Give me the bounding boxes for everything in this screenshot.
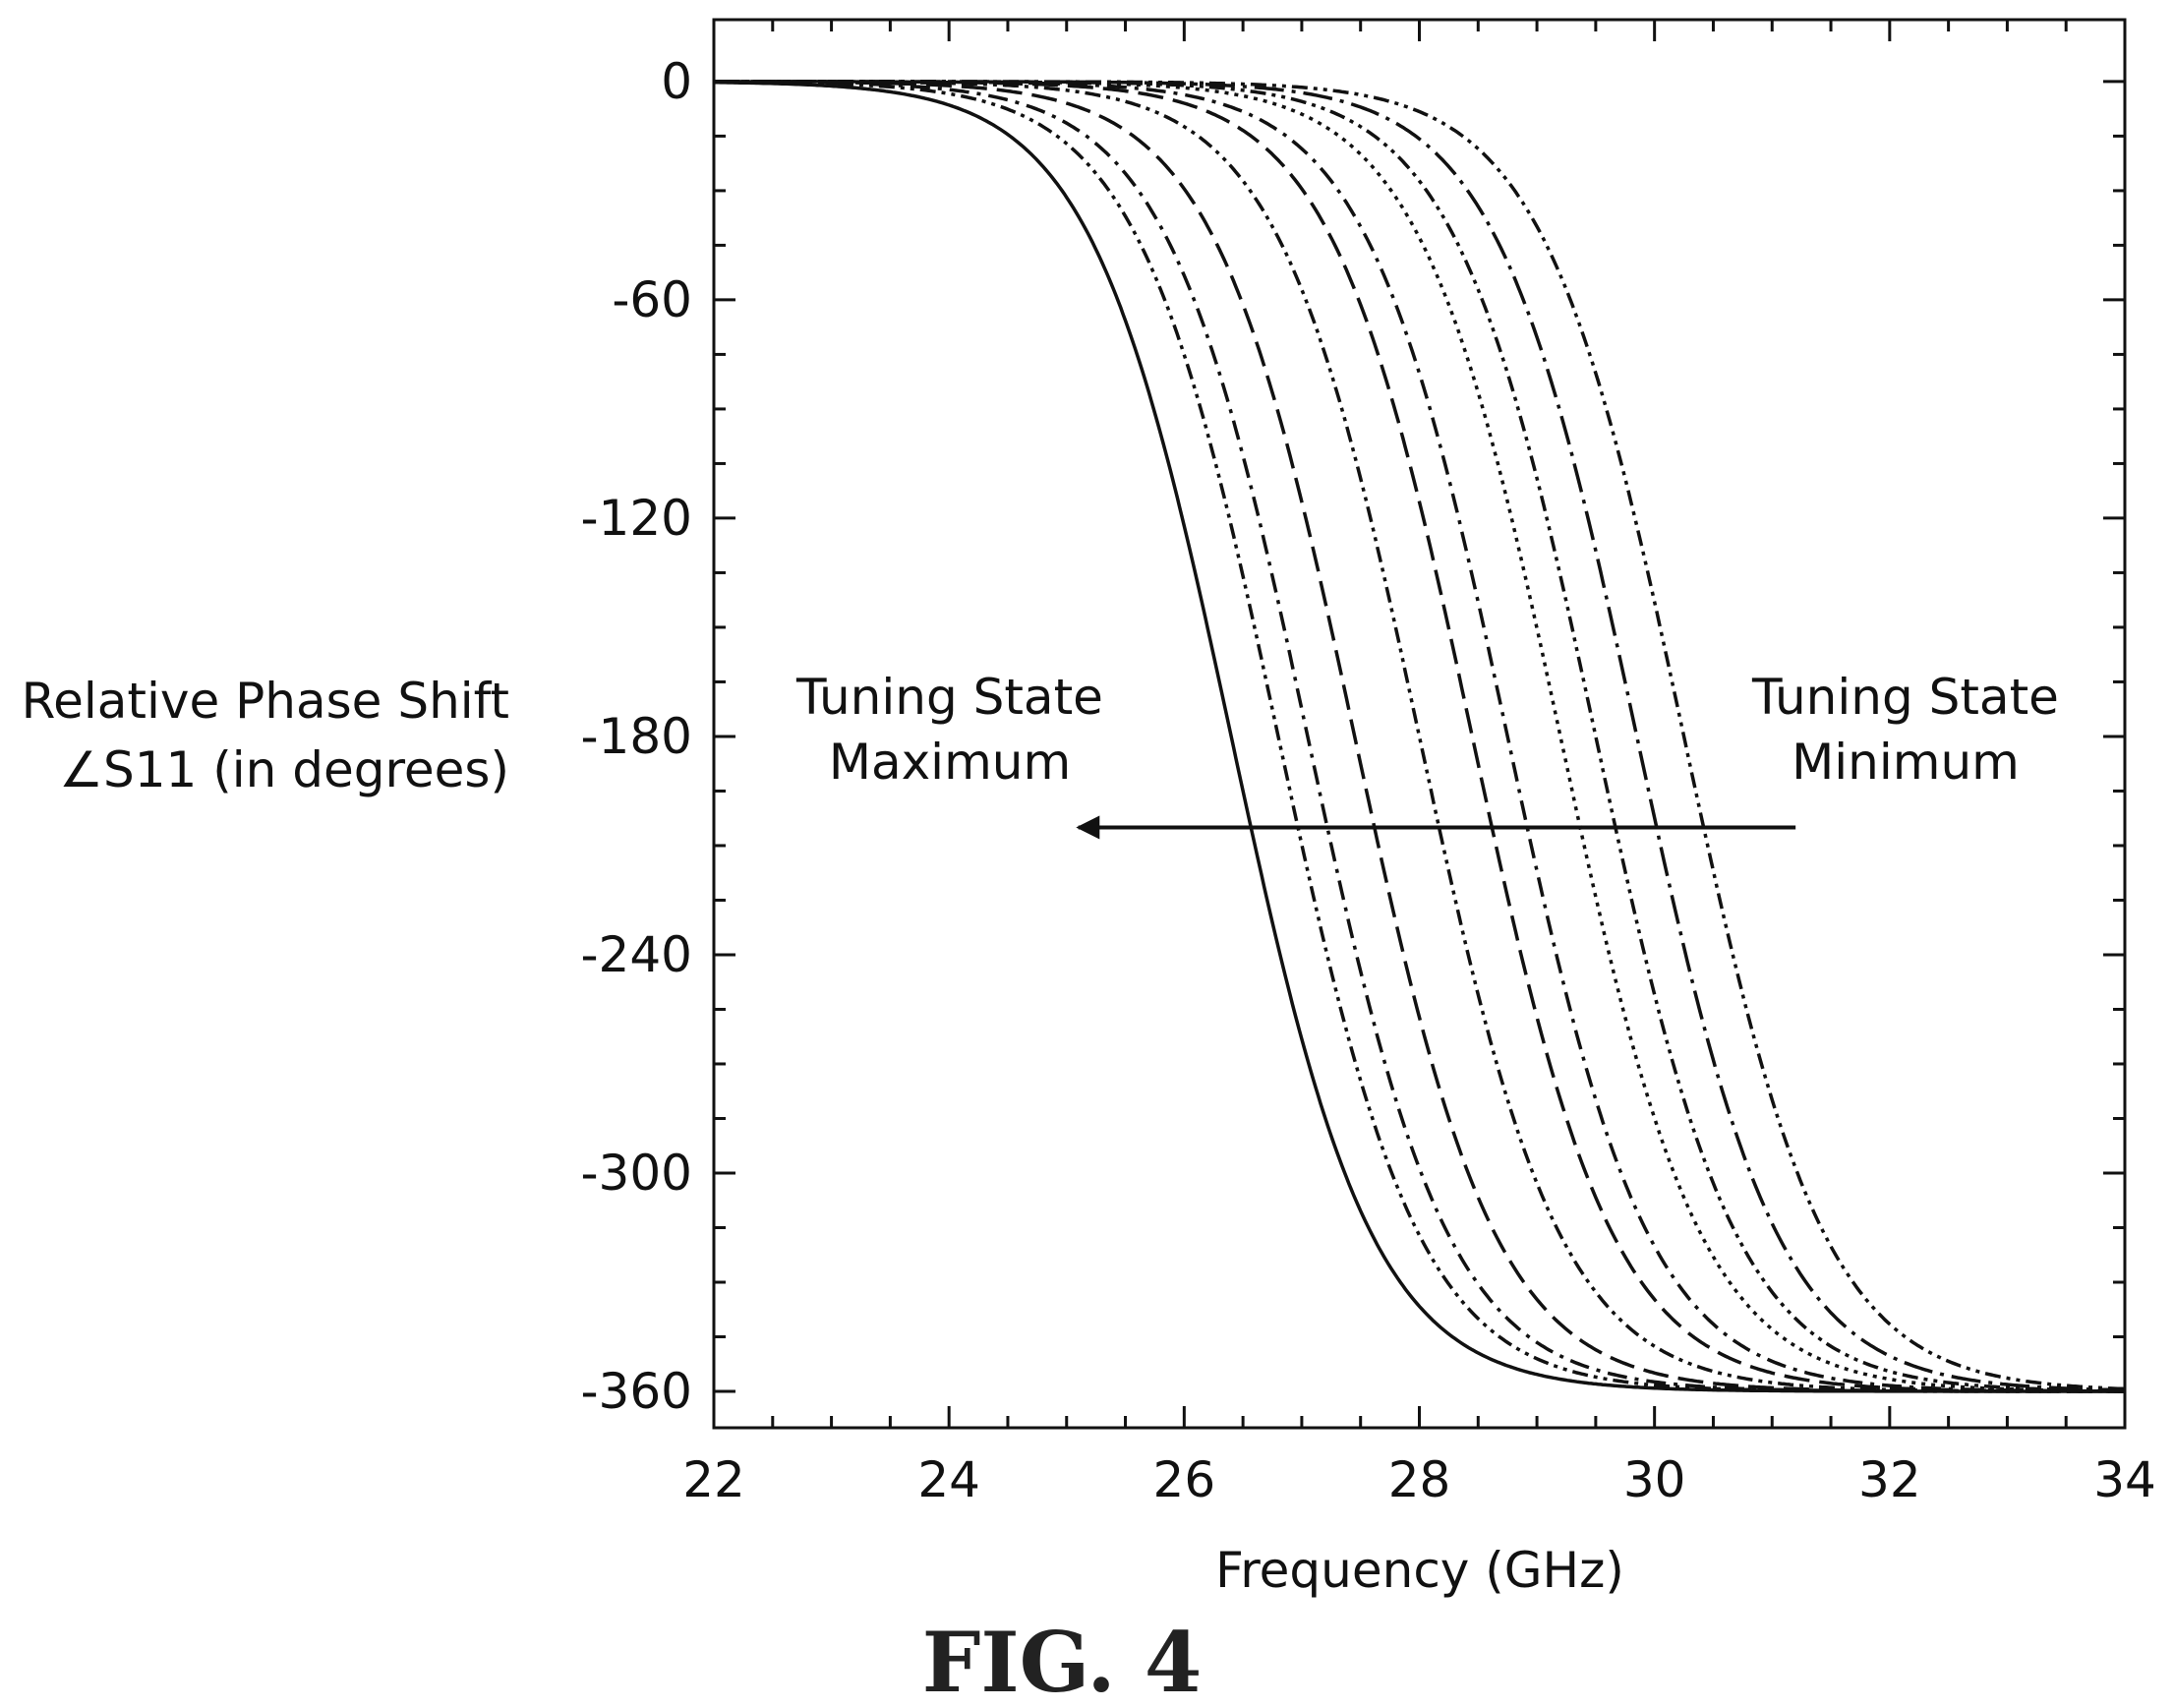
x-tick-label: 28 (1388, 1451, 1451, 1508)
annotation-tuning-max-line-2: Maximum (829, 734, 1071, 791)
series-line (714, 80, 2125, 1393)
plot-frame (712, 18, 2127, 1430)
figure-caption: FIG. 4 (922, 1614, 1203, 1708)
x-tick-label: 34 (2093, 1451, 2156, 1508)
y-tick-label: -300 (581, 1145, 692, 1202)
series-line (714, 80, 2125, 1393)
x-tick-label: 24 (917, 1451, 980, 1508)
y-tick-label: -60 (612, 271, 692, 328)
x-tick-label: 26 (1153, 1451, 1216, 1508)
y-tick-label: -360 (581, 1363, 692, 1420)
annotation-tuning-max-line-1: Tuning State (795, 669, 1103, 726)
series-line (714, 80, 2125, 1392)
series-line (714, 80, 2125, 1393)
x-tick-label: 22 (682, 1451, 745, 1508)
series-layer (714, 80, 2125, 1393)
y-axis-title-line-1: Relative Phase Shift (22, 673, 509, 730)
series-line (714, 80, 2125, 1391)
y-axis-title: Relative Phase Shift ∠S11 (in degrees) (22, 673, 509, 798)
annotation-tuning-min-line-1: Tuning State (1751, 669, 2059, 726)
y-axis-tick-labels: 0 -60 -120 -180 -240 -300 -360 (581, 53, 692, 1420)
y-tick-label: 0 (661, 53, 692, 110)
y-axis-title-line-2: ∠S11 (in degrees) (59, 741, 509, 798)
y-tick-label: -180 (581, 708, 692, 765)
x-axis-ticks (712, 20, 2127, 1428)
annotation-tuning-min: Tuning State Minimum (1751, 669, 2059, 791)
y-tick-label: -240 (581, 926, 692, 983)
annotation-tuning-max: Tuning State Maximum (795, 669, 1103, 791)
x-tick-label: 32 (1858, 1451, 1921, 1508)
y-tick-label: -120 (581, 490, 692, 547)
x-axis-title: Frequency (GHz) (1215, 1542, 1624, 1599)
series-line (714, 80, 2125, 1393)
annotation-tuning-min-line-2: Minimum (1792, 734, 2020, 791)
x-tick-label: 30 (1623, 1451, 1686, 1508)
x-axis-tick-labels: 22 24 26 28 30 32 34 (682, 1451, 2156, 1508)
